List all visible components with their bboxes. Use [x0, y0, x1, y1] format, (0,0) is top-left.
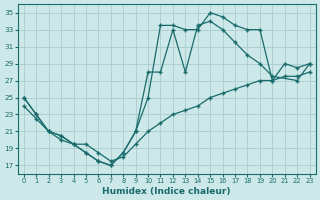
X-axis label: Humidex (Indice chaleur): Humidex (Indice chaleur) [102, 187, 231, 196]
